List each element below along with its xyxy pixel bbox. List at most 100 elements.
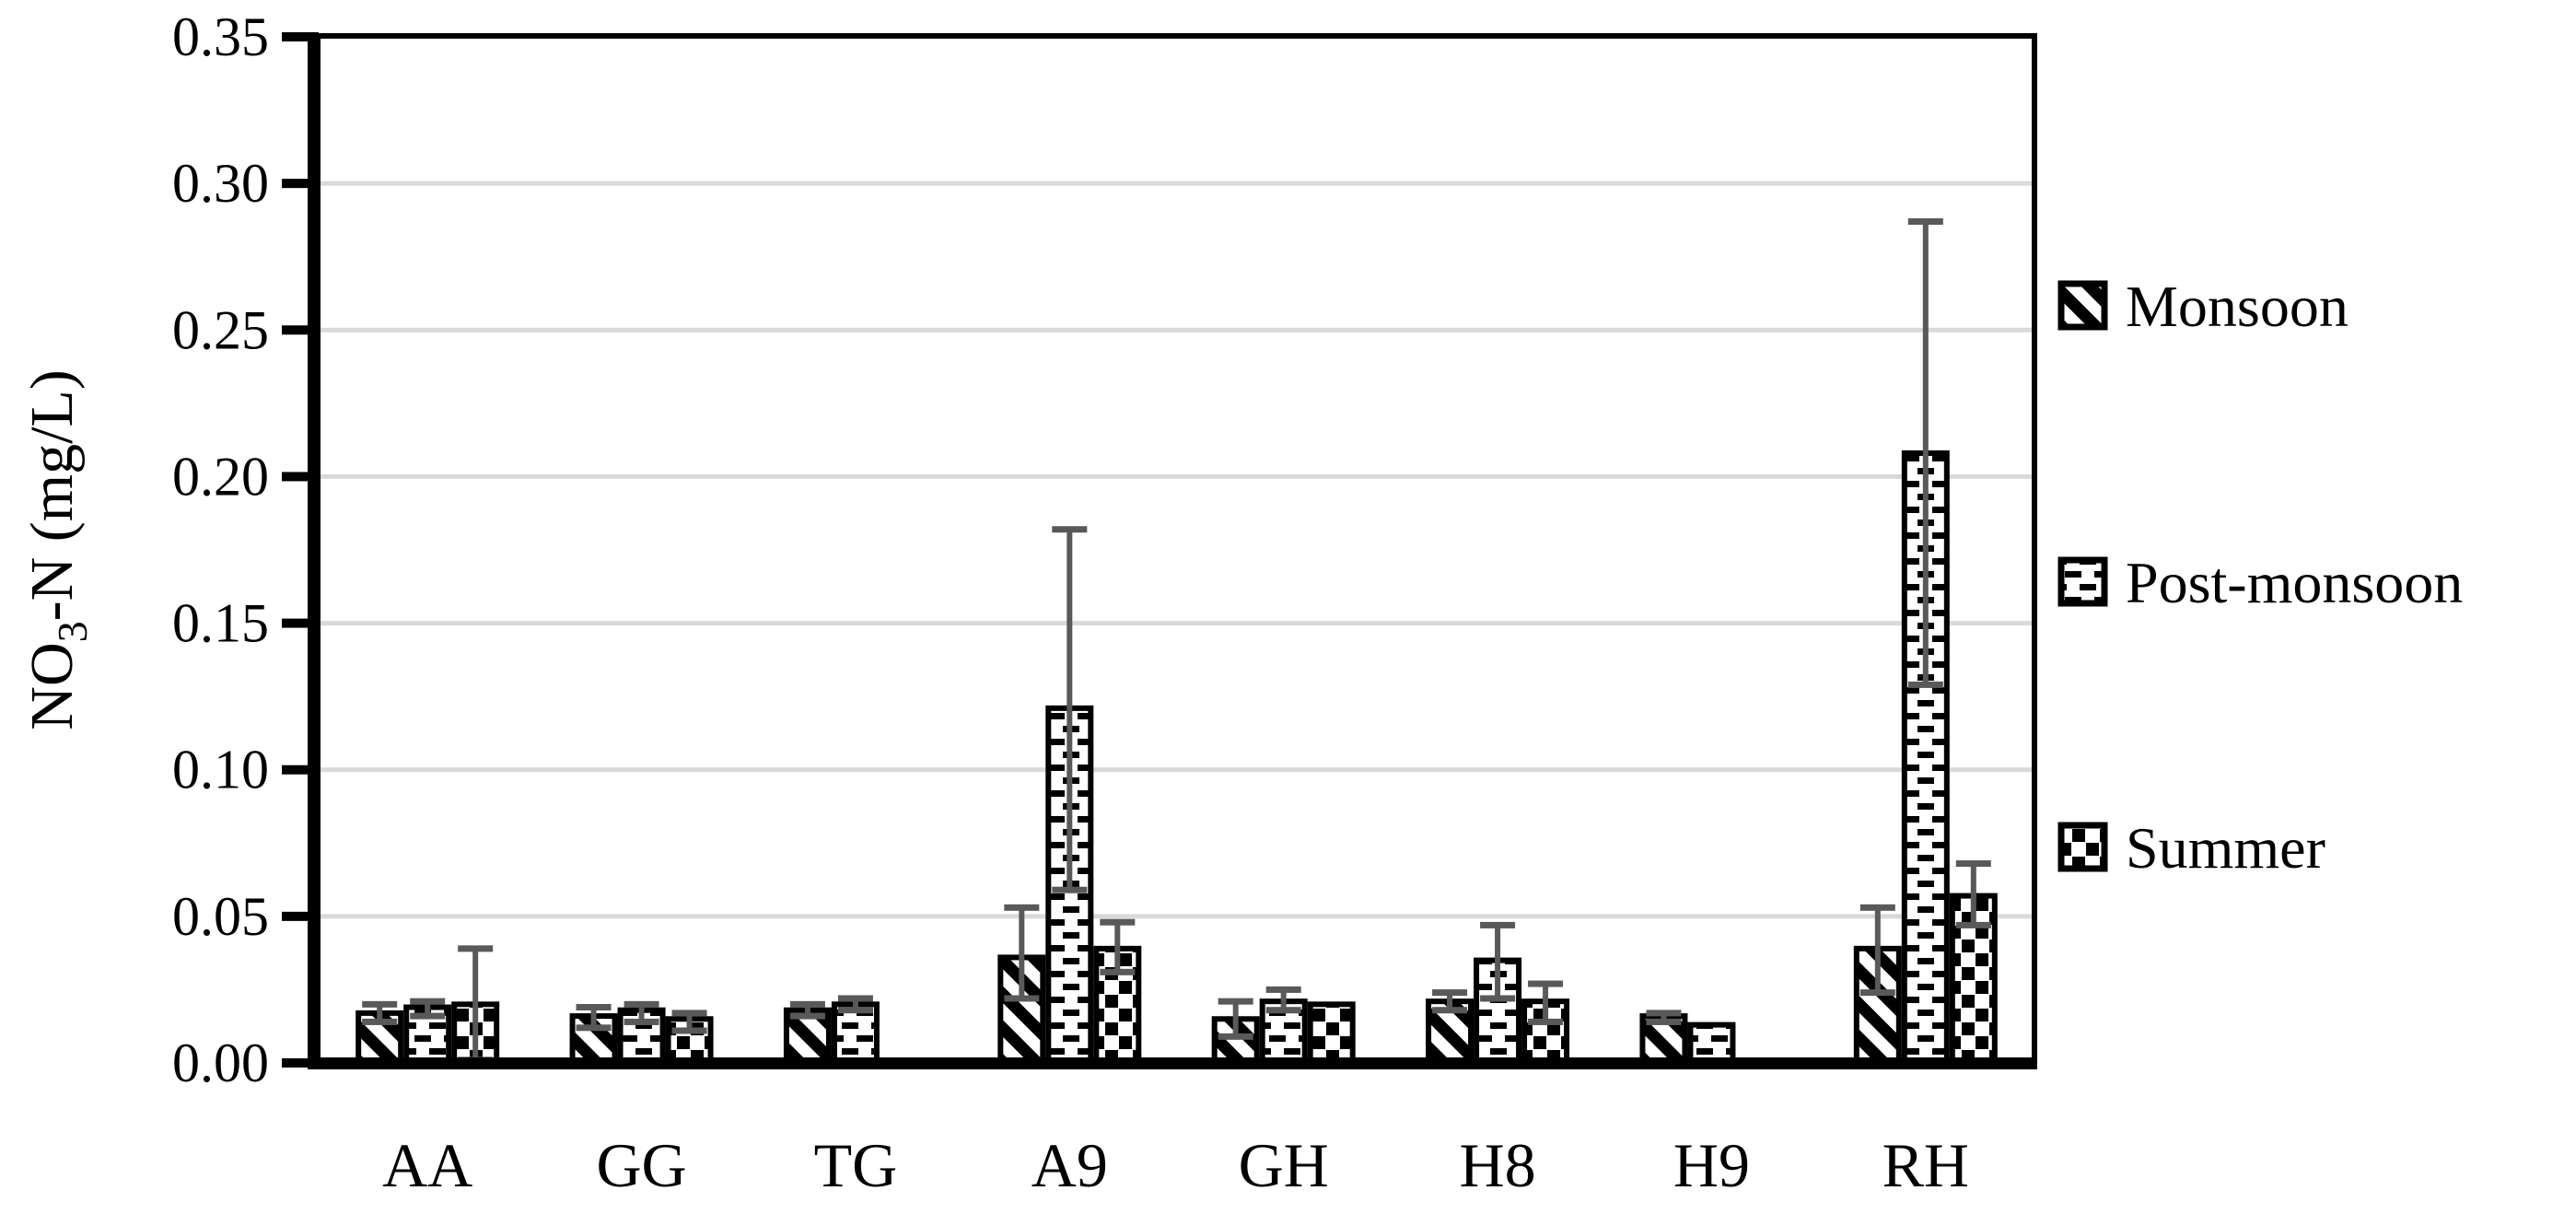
error-bar-cap-bottom <box>1859 989 1895 997</box>
y-axis-tick <box>282 325 319 335</box>
error-bar-H8-summer <box>1528 980 1564 1025</box>
error-bar-cap-bottom <box>1528 1018 1564 1025</box>
legend: Monsoon Post-monsoon Summer <box>2057 274 2463 881</box>
error-bar-RH-post-monsoon <box>1907 218 1943 688</box>
gridline <box>321 327 2033 333</box>
y-tick-label: 0.10 <box>172 740 269 800</box>
x-category-label: A9 <box>1032 1130 1108 1200</box>
bar-A9-monsoon <box>997 954 1046 1066</box>
error-bar-H9-monsoon <box>1646 1010 1682 1025</box>
error-bar-stem <box>1114 922 1121 973</box>
gridlines <box>321 181 2033 919</box>
error-bar-cap-bottom <box>1432 1007 1468 1014</box>
y-axis-title: NO3-N (mg/L) <box>18 369 96 730</box>
error-bar-stem <box>804 1004 810 1017</box>
y-axis-tick <box>282 1058 319 1068</box>
error-bar-cap-bottom <box>837 1007 873 1014</box>
error-bar-GH-monsoon <box>1218 998 1253 1040</box>
legend-item-summer: Summer <box>2057 815 2325 881</box>
error-bar-stem <box>1019 907 1025 998</box>
error-bar-cap-top <box>1907 218 1943 226</box>
error-bar-GH-post-monsoon <box>1265 986 1301 1014</box>
error-bar-A9-post-monsoon <box>1052 526 1088 893</box>
error-bar-TG-monsoon <box>789 1000 825 1020</box>
gridline <box>321 473 2033 479</box>
error-bar-cap-bottom <box>362 1018 398 1025</box>
error-bar-cap-bottom <box>1907 681 1943 688</box>
y-tick-label: 0.35 <box>172 6 269 67</box>
y-axis-tick <box>282 765 319 775</box>
error-bar-cap-bottom <box>1004 995 1040 1002</box>
error-bar-stem <box>377 1004 383 1022</box>
x-axis-line <box>308 1057 2037 1069</box>
error-bar-cap-top <box>1955 860 1991 868</box>
error-bar-cap-bottom <box>789 1012 825 1020</box>
error-bar-cap-bottom <box>1052 886 1088 893</box>
error-bar-TG-post-monsoon <box>837 995 873 1014</box>
error-bar-cap-top <box>410 998 446 1005</box>
error-bar-stem <box>590 1007 597 1028</box>
error-bar-cap-top <box>1859 904 1895 911</box>
error-bar-stem <box>1232 1001 1239 1037</box>
error-bar-cap-top <box>1480 921 1516 928</box>
bar-H9-post-monsoon <box>1687 1021 1736 1066</box>
error-bar-stem <box>425 1001 431 1017</box>
y-axis-tick-labels: 0.00 0.05 0.10 0.15 0.20 0.25 0.30 0.35 <box>172 6 269 1093</box>
error-bar-cap-top <box>1218 998 1253 1005</box>
x-category-label: RH <box>1882 1130 1969 1200</box>
error-bar-cap-bottom <box>410 1012 446 1020</box>
x-axis-category-labels: AA GG TG A9 GH H8 H9 RH <box>382 1130 1969 1200</box>
legend-label-post-monsoon: Post-monsoon <box>2126 550 2463 615</box>
error-bar-cap-top <box>837 995 873 1002</box>
gridline <box>321 914 2033 919</box>
legend-swatch-monsoon-icon <box>2057 280 2108 331</box>
y-axis-title-unit: -N (mg/L) <box>18 369 86 621</box>
error-bar-RH-monsoon <box>1859 904 1895 997</box>
plot-border-right <box>2032 33 2037 1063</box>
error-bar-AA-monsoon <box>362 1000 398 1025</box>
legend-label-summer: Summer <box>2126 815 2325 881</box>
bar-GH-summer <box>1307 1001 1356 1067</box>
y-tick-label: 0.25 <box>172 299 269 360</box>
error-bar-cap-bottom <box>576 1024 612 1032</box>
error-bar-cap-top <box>362 1000 398 1008</box>
error-bar-A9-monsoon <box>1004 904 1040 1002</box>
x-category-label: GG <box>596 1130 686 1200</box>
y-tick-label: 0.20 <box>172 446 269 507</box>
error-bar-AA-post-monsoon <box>410 998 446 1020</box>
error-bar-cap-top <box>1528 980 1564 987</box>
error-bar-stem <box>1661 1012 1667 1022</box>
error-bar-cap-top <box>789 1000 825 1008</box>
y-axis-line <box>308 33 321 1069</box>
error-bar-H8-post-monsoon <box>1480 921 1516 1002</box>
x-category-label: H9 <box>1673 1130 1750 1200</box>
error-bar-cap-top <box>458 945 494 952</box>
y-axis-tick <box>282 179 319 189</box>
error-bar-cap-top <box>1100 918 1136 926</box>
legend-swatch-summer-icon <box>2057 822 2108 872</box>
y-tick-label: 0.15 <box>172 593 269 654</box>
error-bar-stem <box>1067 529 1073 891</box>
error-bar-cap-top <box>1052 526 1088 533</box>
error-bar-cap-bottom <box>671 1027 707 1034</box>
x-category-label: GH <box>1239 1130 1329 1200</box>
error-bar-cap-top <box>1646 1010 1682 1017</box>
error-bar-stem <box>1495 925 1501 998</box>
legend-label-monsoon: Monsoon <box>2126 274 2349 339</box>
error-bar-cap-bottom <box>624 1018 659 1025</box>
error-bar-GG-monsoon <box>576 1004 612 1032</box>
legend-item-post-monsoon: Post-monsoon <box>2057 550 2463 615</box>
y-axis-tick <box>282 32 319 41</box>
error-bar-cap-top <box>671 1010 707 1017</box>
legend-swatch-post-monsoon-icon <box>2057 556 2108 607</box>
error-bar-cap-top <box>1265 986 1301 993</box>
gridline <box>321 621 2033 626</box>
y-axis-tick <box>282 618 319 628</box>
error-bar-stem <box>638 1004 645 1022</box>
error-bar-stem <box>1970 863 1976 926</box>
y-axis-title-main: NO <box>18 642 86 730</box>
bars <box>356 449 1998 1067</box>
x-category-label: TG <box>814 1130 898 1200</box>
error-bar-cap-bottom <box>1218 1033 1253 1040</box>
